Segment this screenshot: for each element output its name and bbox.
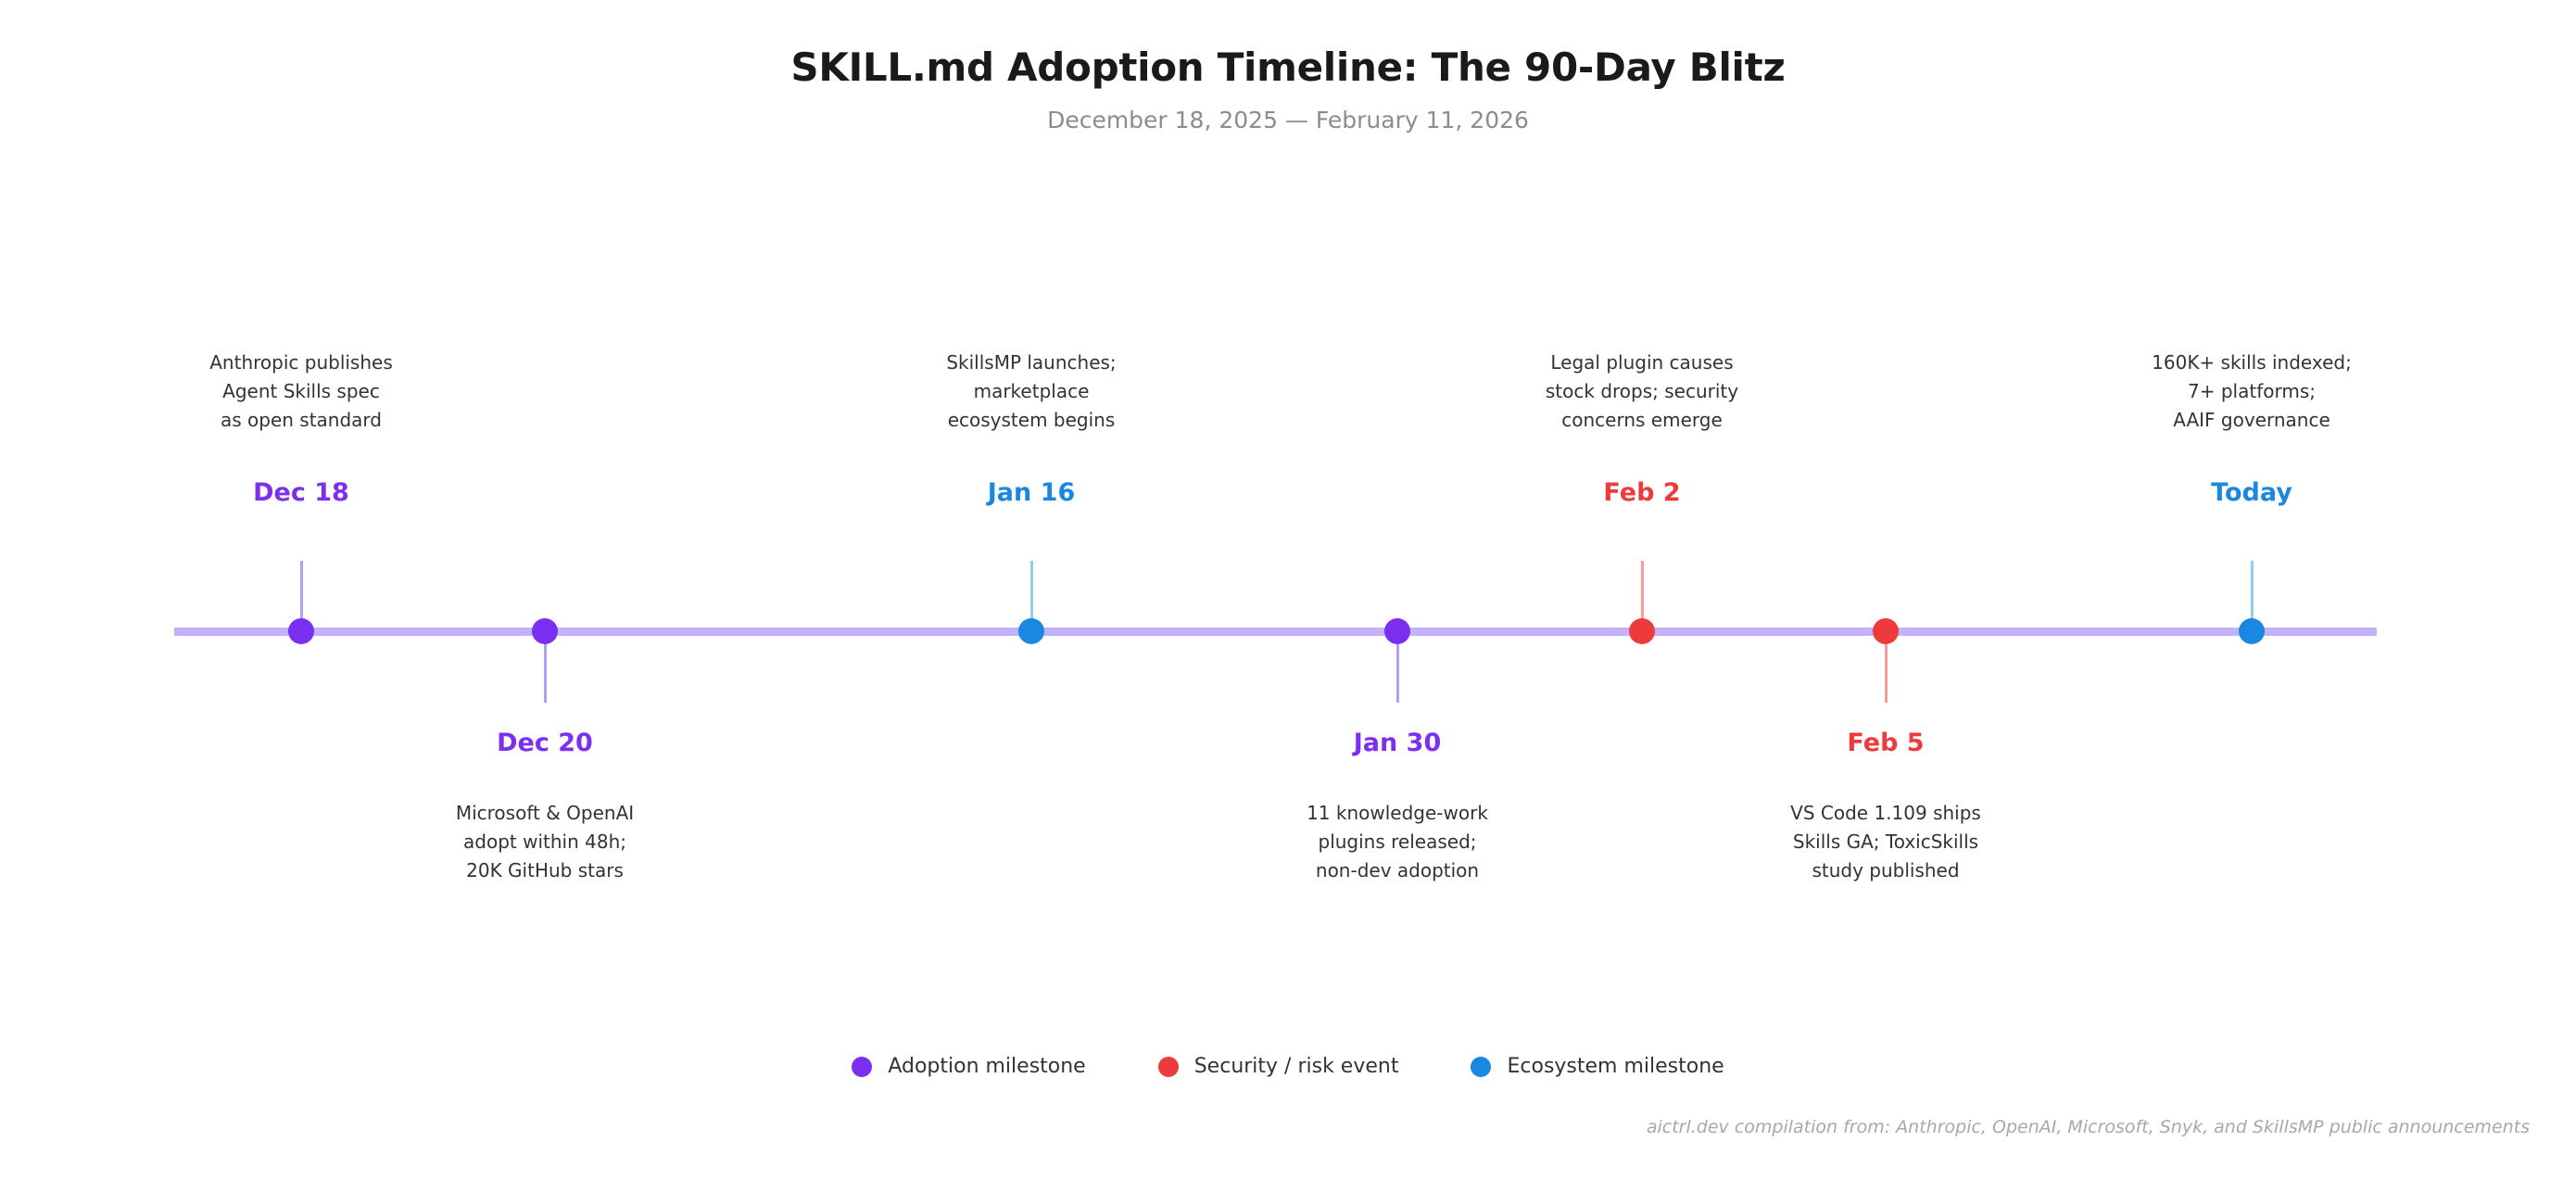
milestone-date-label: Today [2211,478,2292,507]
legend-label: Ecosystem milestone [1507,1055,1724,1078]
milestone-connector [1640,561,1644,628]
milestone-description-line: stock drops; security [1545,380,1739,402]
legend-color-dot [852,1056,873,1077]
milestone-date-label: Jan 16 [987,478,1076,507]
milestone-description-line: ecosystem begins [947,409,1116,431]
milestone-description-line: 20K GitHub stars [466,859,624,881]
milestone-description: Legal plugin causes stock drops; security… [1447,349,1837,435]
milestone-description-line: study published [1812,859,1960,881]
timeline-axis [174,628,2377,636]
milestone-description-line: VS Code 1.109 ships [1790,802,1981,824]
milestone-connector [1884,636,1888,703]
legend-label: Adoption milestone [888,1055,1086,1078]
milestone-description-line: Skills GA; ToxicSkills [1792,831,1979,853]
milestone-dot[interactable] [1873,618,1899,644]
milestone-description-line: adopt within 48h; [463,831,626,853]
milestone-dot[interactable] [1018,618,1044,644]
milestone-description-line: 160K+ skills indexed; [2152,351,2352,374]
milestone-description-line: plugins released; [1318,831,1477,853]
milestone-description-line: AAIF governance [2173,409,2330,431]
chart-header: SKILL.md Adoption Timeline: The 90-Day B… [0,0,2576,133]
milestone-connector [2250,561,2254,628]
milestone-date-label: Feb 2 [1603,478,1681,507]
milestone-description-line: marketplace [973,380,1090,402]
milestone-connector [1029,561,1033,628]
page-subtitle: December 18, 2025 — February 11, 2026 [1047,107,1529,133]
milestone-date-label: Jan 30 [1353,729,1442,757]
milestone-description-line: 7+ platforms; [2188,380,2316,402]
milestone-description: 11 knowledge-work plugins released; non-de… [1203,799,1592,885]
legend-item[interactable]: Ecosystem milestone [1471,1055,1724,1078]
milestone-date-label: Dec 18 [253,478,349,507]
legend-item[interactable]: Adoption milestone [852,1055,1086,1078]
source-attribution: aictrl.dev compilation from: Anthropic, … [1646,1117,2530,1137]
legend-item[interactable]: Security / risk event [1157,1055,1399,1078]
milestone-description: Microsoft & OpenAI adopt within 48h; 20K G… [350,799,739,885]
milestone-connector [1395,636,1399,703]
milestone-description: 160K+ skills indexed; 7+ platforms; AAIF g… [2057,349,2446,435]
milestone-description: SkillsMP launches; marketplace ecosystem b… [837,349,1226,435]
milestone-dot[interactable] [288,618,314,644]
page-title: SKILL.md Adoption Timeline: The 90-Day B… [790,44,1786,90]
milestone-description-line: 11 knowledge-work [1307,802,1488,824]
milestone-description-line: SkillsMP launches; [946,351,1117,374]
milestone-description: VS Code 1.109 ships Skills GA; ToxicSkill… [1691,799,2080,885]
milestone-dot[interactable] [1629,618,1655,644]
legend-color-dot [1157,1056,1179,1077]
milestone-dot[interactable] [2239,618,2265,644]
milestone-description-line: Legal plugin causes [1550,351,1734,374]
milestone-description-line: concerns emerge [1561,409,1723,431]
milestone-date-label: Feb 5 [1847,729,1925,757]
milestone-description-line: as open standard [220,409,382,431]
legend-label: Security / risk event [1193,1055,1399,1078]
milestone-description-line: Agent Skills spec [222,380,380,402]
milestone-dot[interactable] [532,618,558,644]
milestone-description-line: Anthropic publishes [209,351,393,374]
milestone-description-line: Microsoft & OpenAI [455,802,635,824]
legend-color-dot [1471,1056,1492,1077]
milestone-date-label: Dec 20 [497,729,593,757]
milestone-description-line: non-dev adoption [1315,859,1480,881]
legend: Adoption milestone Security / risk event E… [0,1055,2576,1078]
milestone-connector [543,636,547,703]
milestone-dot[interactable] [1384,618,1410,644]
milestone-description: Anthropic publishes Agent Skills spec as o… [107,349,496,435]
milestone-connector [299,561,303,628]
